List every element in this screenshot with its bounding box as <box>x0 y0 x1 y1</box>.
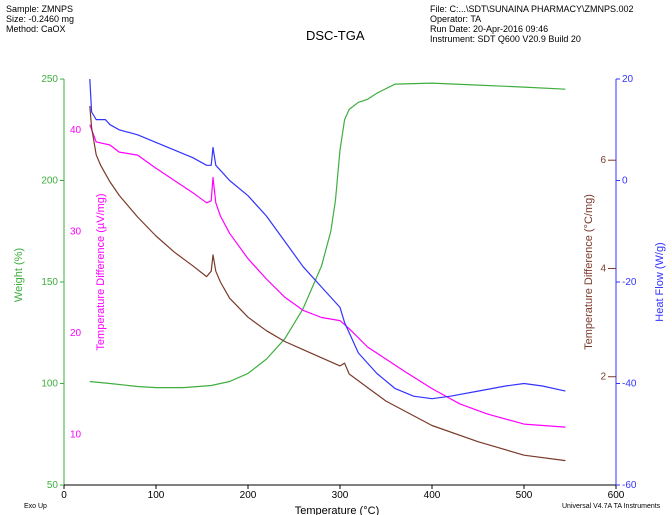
exo-up-note: Exo Up <box>24 503 47 510</box>
series-line-weight <box>89 82 566 389</box>
weight-tick-label: 200 <box>41 176 58 187</box>
uv-tick-label: 40 <box>70 125 82 136</box>
heat-flow-tick-label: -60 <box>622 480 637 491</box>
series-line-temperature-difference-v-mg <box>89 124 566 428</box>
x-tick-label: 500 <box>516 490 533 501</box>
weight-tick-label: 50 <box>47 480 59 491</box>
sample-size: Size: -0.2460 mg <box>6 14 75 24</box>
weight-tick-label: 150 <box>41 277 58 288</box>
uv-axis-label: Temperature Difference (µV/mg) <box>95 193 107 350</box>
heat-flow-tick-label: 0 <box>622 176 628 187</box>
method: Method: CaOX <box>6 24 66 34</box>
software-version: Universal V4.7A TA Instruments <box>562 503 661 510</box>
heat-flow-axis-label: Heat Flow (W/g) <box>654 242 666 321</box>
weight-axis-label: Weight (%) <box>13 248 25 302</box>
file-path: File: C:...\SDT\SUNAINA PHARMACY\ZMNPS.0… <box>430 4 634 14</box>
c-tick-label: 6 <box>600 155 606 166</box>
x-tick-label: 200 <box>240 490 257 501</box>
sample-name: Sample: ZMNPS <box>6 4 74 14</box>
x-tick-label: 0 <box>61 490 67 501</box>
x-tick-label: 400 <box>424 490 441 501</box>
uv-tick-label: 20 <box>70 328 82 339</box>
run-date: Run Date: 20-Apr-2016 09:46 <box>430 24 549 34</box>
heat-flow-tick-label: -20 <box>622 277 637 288</box>
run-info: File: C:...\SDT\SUNAINA PHARMACY\ZMNPS.0… <box>430 4 634 44</box>
sample-info: Sample: ZMNPS Size: -0.2460 mg Method: C… <box>6 4 74 34</box>
weight-tick-label: 250 <box>41 74 58 85</box>
instrument: Instrument: SDT Q600 V20.9 Build 20 <box>430 34 581 44</box>
x-tick-label: 600 <box>608 490 625 501</box>
series-line-heat-flow-w-g <box>89 78 566 400</box>
heat-flow-tick-label: -40 <box>622 379 637 390</box>
c-tick-label: 4 <box>600 263 606 274</box>
x-tick-label: 300 <box>332 490 349 501</box>
operator: Operator: TA <box>430 14 482 24</box>
series-line-temperature-difference-c-mg <box>89 106 566 462</box>
chart-title: DSC-TGA <box>306 28 365 43</box>
uv-tick-label: 30 <box>70 226 82 237</box>
uv-tick-label: 10 <box>70 429 82 440</box>
c-axis-label: Temperature Difference (°C/mg) <box>583 194 595 350</box>
x-tick-label: 100 <box>148 490 165 501</box>
weight-tick-label: 100 <box>41 379 58 390</box>
c-tick-label: 2 <box>600 372 606 383</box>
x-axis-label: Temperature (°C) <box>295 505 379 515</box>
heat-flow-tick-label: 20 <box>622 74 634 85</box>
